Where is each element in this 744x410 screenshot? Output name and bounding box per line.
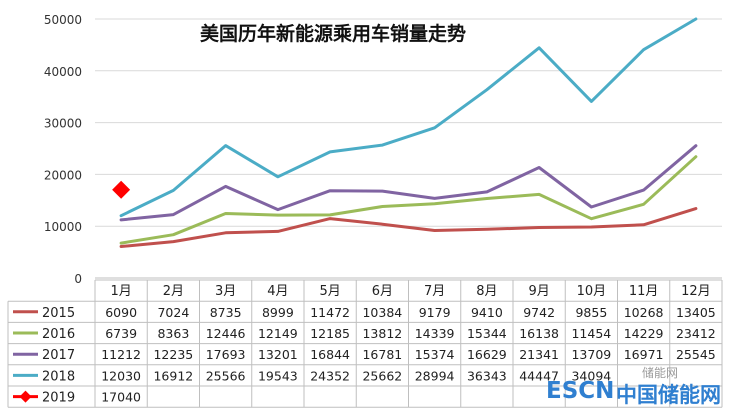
y-tick-label: 40000 [44, 65, 82, 79]
table-cell: 21341 [519, 347, 559, 362]
table-cell: 24352 [310, 368, 350, 383]
table-cell: 16138 [519, 326, 559, 341]
table-cell: 25566 [206, 368, 246, 383]
table-cell: 15344 [467, 326, 507, 341]
x-tick-label: 4月 [267, 284, 288, 299]
table-cell: 12235 [153, 347, 193, 362]
data-table: 1月 2月 3月 4月 5月 6月 7月 8月 9月 10月 11月 12月 2015 6090 7024 8… [7, 279, 723, 408]
table-cell: 8999 [262, 305, 294, 320]
table-cell: 9855 [575, 305, 607, 320]
x-tick-label: 5月 [319, 284, 340, 299]
table-cell: 14229 [624, 326, 664, 341]
table-cell: 9179 [419, 305, 451, 320]
table-cell: 34094 [571, 368, 611, 383]
table-cell: 25545 [676, 347, 716, 362]
x-tick-label: 7月 [424, 284, 445, 299]
legend-marker-2019 [19, 390, 32, 403]
x-tick-label: 11月 [629, 284, 659, 299]
table-cell: 12030 [101, 368, 141, 383]
legend-label: 2018 [42, 369, 75, 384]
table-cell: 8363 [157, 326, 189, 341]
series-markers [112, 180, 131, 199]
table-cell: 17693 [206, 347, 246, 362]
table-cell: 13405 [676, 305, 716, 320]
watermark-small-text: 储能网 [642, 366, 679, 380]
table-cell: 6739 [105, 326, 137, 341]
table-cell: 16844 [310, 347, 350, 362]
watermark: 储能网 ESCN 中国储能网 [546, 366, 742, 408]
series-line-2018 [119, 17, 698, 218]
x-tick-label: 9月 [528, 284, 549, 299]
table-cell: 17040 [101, 390, 141, 405]
table-cell: 8735 [210, 305, 242, 320]
table-cell: 16629 [467, 347, 507, 362]
series-line-2017 [119, 144, 698, 222]
x-tick-label: 2月 [163, 284, 184, 299]
legend-label: 2016 [42, 327, 75, 342]
table-cell: 14339 [415, 326, 455, 341]
table-cell: 9742 [523, 305, 555, 320]
x-tick-label: 8月 [476, 284, 497, 299]
table-cell: 16781 [362, 347, 402, 362]
series-line-2016 [119, 155, 698, 245]
table-cell: 11472 [310, 305, 350, 320]
table-cell: 28994 [415, 368, 455, 383]
series-line-2015 [119, 207, 698, 248]
table-cell: 12149 [258, 326, 298, 341]
x-tick-label: 6月 [372, 284, 393, 299]
table-cell: 9410 [471, 305, 503, 320]
table-cell: 11454 [571, 326, 611, 341]
y-tick-label: 30000 [44, 117, 82, 131]
legend-label: 2019 [42, 391, 75, 406]
legend-label: 2017 [42, 348, 75, 363]
x-tick-label: 12月 [681, 284, 711, 299]
table-cell: 16912 [153, 368, 193, 383]
chart-title: 美国历年新能源乘用车销量走势 [200, 22, 466, 45]
table-cell: 16971 [624, 347, 664, 362]
table-cell: 13201 [258, 347, 298, 362]
table-cell: 6090 [105, 305, 137, 320]
table-cell: 13709 [571, 347, 611, 362]
y-tick-label: 0 [74, 272, 82, 286]
series-lines [119, 17, 698, 248]
y-tick-label: 50000 [44, 13, 82, 27]
table-cell: 10268 [624, 305, 664, 320]
series-marker-2019 [112, 180, 131, 199]
table-cell: 44447 [519, 368, 559, 383]
x-tick-label: 10月 [577, 284, 607, 299]
table-cell: 23412 [676, 326, 716, 341]
x-tick-label: 1月 [110, 284, 131, 299]
y-axis-tick-labels: 50000 40000 30000 20000 10000 0 [44, 13, 82, 286]
y-tick-label: 20000 [44, 168, 82, 182]
table-cell: 7024 [157, 305, 189, 320]
table-cell: 10384 [362, 305, 402, 320]
x-tick-label: 3月 [215, 284, 236, 299]
y-tick-label: 10000 [44, 220, 82, 234]
table-cell: 36343 [467, 368, 507, 383]
table-cell: 15374 [415, 347, 455, 362]
table-cell: 11212 [101, 347, 141, 362]
table-cell: 25662 [362, 368, 402, 383]
table-cell: 19543 [258, 368, 298, 383]
table-cell: 12446 [206, 326, 246, 341]
watermark-site-name: 中国储能网 [616, 383, 721, 407]
legend-label: 2015 [42, 306, 75, 321]
watermark-logo: ESCN [546, 378, 615, 404]
table-cell: 12185 [310, 326, 350, 341]
table-cell: 13812 [362, 326, 402, 341]
